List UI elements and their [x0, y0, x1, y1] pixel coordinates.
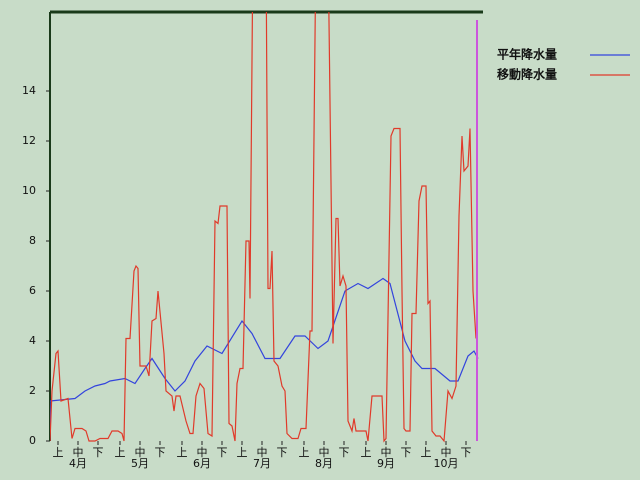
x-tick-label: 上	[299, 446, 310, 459]
y-tick-label: 10	[22, 184, 36, 197]
x-tick-label: 中	[319, 446, 330, 459]
y-tick-label: 14	[22, 84, 36, 97]
month-label: 4月	[69, 457, 87, 470]
x-tick-label: 上	[421, 446, 432, 459]
x-tick-label: 中	[441, 446, 452, 459]
x-tick-label: 中	[197, 446, 208, 459]
x-tick-label: 上	[53, 446, 64, 459]
x-tick-label: 下	[217, 446, 228, 459]
month-label: 9月	[377, 457, 395, 470]
series-line	[50, 12, 477, 443]
legend-label: 移動降水量	[497, 67, 557, 82]
x-tick-label: 下	[461, 446, 472, 459]
x-tick-label: 下	[155, 446, 166, 459]
x-tick-label: 下	[93, 446, 104, 459]
legend-label: 平年降水量	[497, 47, 557, 62]
x-tick-label: 中	[381, 446, 392, 459]
y-tick-label: 12	[22, 134, 36, 147]
y-tick-label: 6	[29, 284, 36, 297]
x-tick-label: 上	[361, 446, 372, 459]
x-tick-label: 上	[237, 446, 248, 459]
month-label: 8月	[315, 457, 333, 470]
x-tick-label: 中	[135, 446, 146, 459]
month-label: 5月	[131, 457, 149, 470]
x-tick-label: 上	[177, 446, 188, 459]
month-label: 10月	[434, 457, 459, 470]
x-tick-label: 中	[73, 446, 84, 459]
month-label: 6月	[193, 457, 211, 470]
x-tick-label: 下	[277, 446, 288, 459]
x-tick-label: 上	[115, 446, 126, 459]
y-tick-label: 8	[29, 234, 36, 247]
y-tick-label: 2	[29, 384, 36, 397]
x-tick-label: 下	[401, 446, 412, 459]
series-line	[50, 277, 479, 441]
plot-area	[50, 12, 479, 443]
y-tick-label: 4	[29, 334, 36, 347]
y-tick-label: 0	[29, 434, 36, 447]
x-tick-label: 中	[257, 446, 268, 459]
month-label: 7月	[253, 457, 271, 470]
x-tick-label: 下	[339, 446, 350, 459]
